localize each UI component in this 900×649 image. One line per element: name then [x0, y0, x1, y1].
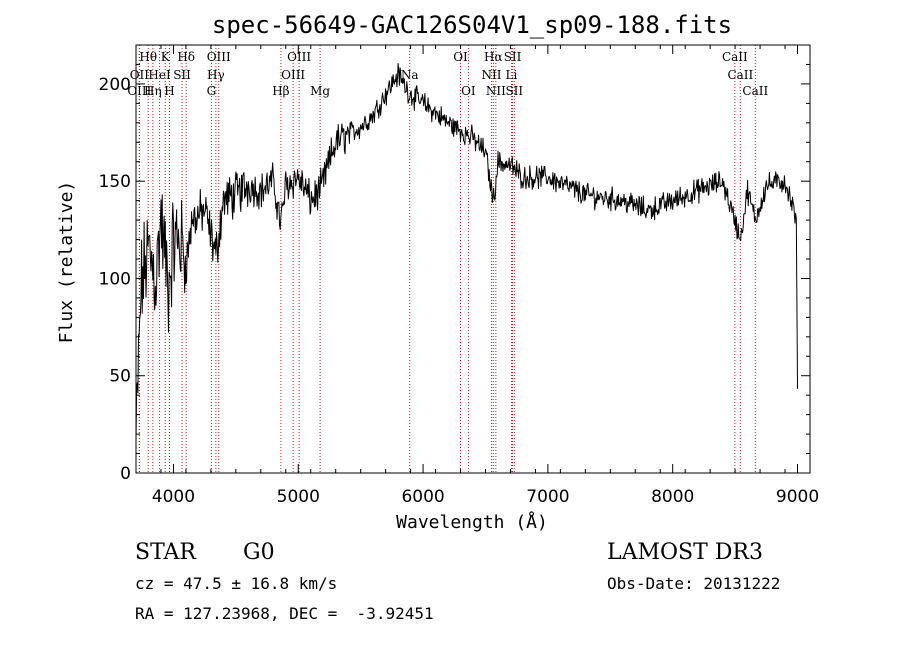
redshift-info: cz = 47.5 ± 16.8 km/s: [135, 574, 338, 593]
y-tick-label: 100: [99, 269, 131, 289]
object-class: STAR: [135, 540, 196, 565]
spectral-line-label: Hη: [144, 84, 162, 98]
x-tick-label: 6000: [401, 487, 444, 507]
x-tick-label: 5000: [277, 487, 320, 507]
spectral-line-label: SII: [173, 68, 191, 82]
spectral-line-label: Hα: [484, 50, 503, 64]
spectral-line-label: G: [207, 84, 217, 98]
x-tick-label: 8000: [651, 487, 694, 507]
spectral-line-label: OIII: [287, 50, 311, 64]
spectral-line-label: Hδ: [177, 50, 195, 64]
spectral-line-label: CaII: [742, 84, 768, 98]
spectral-line-label: SII: [505, 84, 523, 98]
spectral-line-label: Hγ: [207, 68, 225, 82]
spectrum-series: [135, 63, 798, 441]
spectral-line-label: Na: [401, 68, 419, 82]
axis-ticks: 4000 5000 6000 7000 8000 9000 0 50 100 150 200: [99, 44, 819, 507]
spectrum-layer: [135, 63, 798, 441]
y-tick-label: 150: [99, 172, 131, 192]
object-subclass: G0: [243, 540, 275, 565]
spectral-line-label: OIII: [281, 68, 305, 82]
spectral-line-markers: [138, 45, 756, 473]
spectral-line-label: NII: [486, 84, 506, 98]
y-tick-label: 0: [120, 464, 131, 484]
spectral-line-label: OI: [461, 84, 476, 98]
spectral-line-label: Hβ: [272, 84, 289, 98]
spectral-line-label: HeI: [148, 68, 171, 82]
coordinates: RA = 127.23968, DEC = -3.92451: [135, 604, 434, 623]
spectral-line-label: OIII: [127, 84, 151, 98]
obs-date: Obs-Date: 20131222: [607, 574, 781, 593]
x-tick-label: 7000: [526, 487, 569, 507]
spectral-line-label: OI: [453, 50, 468, 64]
y-tick-label: 200: [99, 75, 131, 95]
survey-name: LAMOST DR3: [607, 540, 763, 565]
spectral-line-labels: Hθ OII OIII K HeI Hη SII H Hδ OIII Hγ G Hβ OIII OIII Mg…: [127, 50, 768, 98]
x-tick-label: 4000: [152, 487, 195, 507]
x-tick-label: 9000: [776, 487, 819, 507]
spectral-line-label: SII: [504, 50, 522, 64]
chart-title: spec-56649-GAC126S04V1_sp09-188.fits: [212, 11, 732, 39]
spectral-line-label: H: [164, 84, 174, 98]
spectral-line-label: CaII: [727, 68, 753, 82]
spectral-line-label: OII: [130, 68, 150, 82]
spectral-line-label: Hθ: [139, 50, 157, 64]
spectral-line-label: Li: [506, 68, 518, 82]
y-tick-label: 50: [109, 367, 131, 387]
plot-frame: [135, 44, 811, 474]
spectral-line-label: Mg: [310, 84, 330, 98]
y-axis-label: Flux (relative): [56, 181, 77, 344]
spectral-line-label: CaII: [722, 50, 748, 64]
spectral-line-label: NII: [481, 68, 501, 82]
spectral-line-label: K: [161, 50, 171, 64]
spectral-line-label: OIII: [207, 50, 231, 64]
x-axis-label: Wavelength (Å): [396, 511, 548, 533]
